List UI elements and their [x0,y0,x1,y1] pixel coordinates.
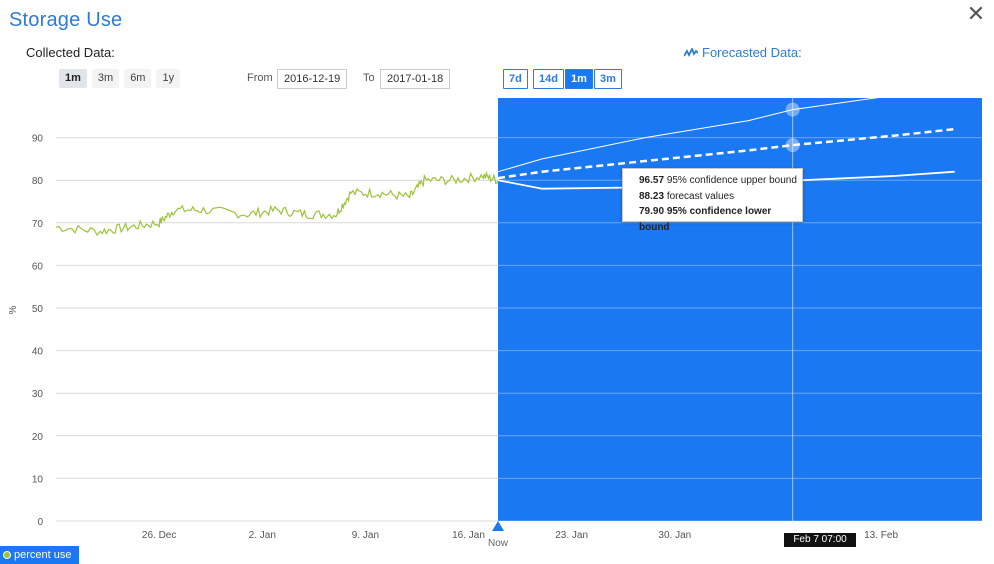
collected-range-6m[interactable]: 6m [124,69,152,88]
series-line-percent-use [55,170,499,237]
collected-range-group: 1m 3m 6m 1y [59,69,181,88]
forecast-region [498,98,982,521]
tooltip-forecast-label: forecast values [666,190,735,202]
tooltip-upper-value: 96.57 [639,175,665,186]
collected-range-1y[interactable]: 1y [156,69,181,88]
x-tick-label: 23. Jan [555,530,588,541]
hover-date-tooltip: Feb 7 07:00 [784,533,856,547]
forecast-range-1m[interactable]: 1m [565,69,593,89]
to-date-input[interactable]: 2017-01-18 [380,69,451,89]
close-icon[interactable]: ✕ [966,1,986,26]
forecast-range-3m[interactable]: 3m [594,69,622,89]
x-tick-label: 16. Jan [452,530,485,541]
collected-data-label: Collected Data: [26,45,115,60]
now-marker [492,521,504,531]
forecast-tooltip: 96.57 95% confidence upper bound 88.23 f… [622,168,803,233]
tooltip-upper-label: 95% confidence upper bound [666,175,797,186]
forecasted-data-header: Forecasted Data: [684,45,802,60]
x-tick-label: 26. Dec [142,530,176,541]
to-label: To [363,72,375,84]
forecast-upper-bound-line [497,86,955,173]
now-label: Now [488,538,509,549]
x-tick-label: 2. Jan [249,530,276,541]
forecast-wave-icon [684,47,698,57]
y-tick-label: 70 [32,219,44,230]
y-tick-label: 40 [32,347,44,358]
y-tick-label: 50 [32,304,44,315]
y-tick-label: 20 [32,432,44,443]
collected-range-3m[interactable]: 3m [91,69,120,88]
legend-item-percent-use[interactable]: percent use [0,546,79,564]
hover-point-upper [785,102,800,117]
legend-label: percent use [14,549,72,561]
tooltip-lower-label: 95% confidence lower bound [639,206,772,233]
y-tick-label: 90 [32,134,44,145]
collected-range-1m[interactable]: 1m [59,69,87,88]
hover-point-forecast [785,138,800,153]
forecast-range-14d[interactable]: 14d [533,69,564,89]
forecast-values-line [497,127,955,180]
tooltip-forecast-value: 88.23 [639,190,665,202]
x-tick-label: 9. Jan [352,530,379,541]
legend-dot-icon [3,551,11,559]
y-axis-label: % [8,305,19,314]
x-tick-label: 13. Feb [864,530,898,541]
forecasted-data-label: Forecasted Data: [702,45,802,60]
tooltip-lower-value: 79.90 [639,206,665,217]
from-label: From [247,72,273,84]
y-tick-label: 0 [37,517,43,528]
x-tick-label: 30. Jan [658,530,691,541]
y-tick-label: 80 [32,176,44,187]
y-tick-label: 60 [32,261,44,272]
forecast-range-7d[interactable]: 7d [503,69,528,89]
y-tick-label: 30 [32,389,44,400]
from-date-input[interactable]: 2016-12-19 [277,69,348,89]
window-title: Storage Use [9,9,123,31]
y-tick-label: 10 [32,474,44,485]
